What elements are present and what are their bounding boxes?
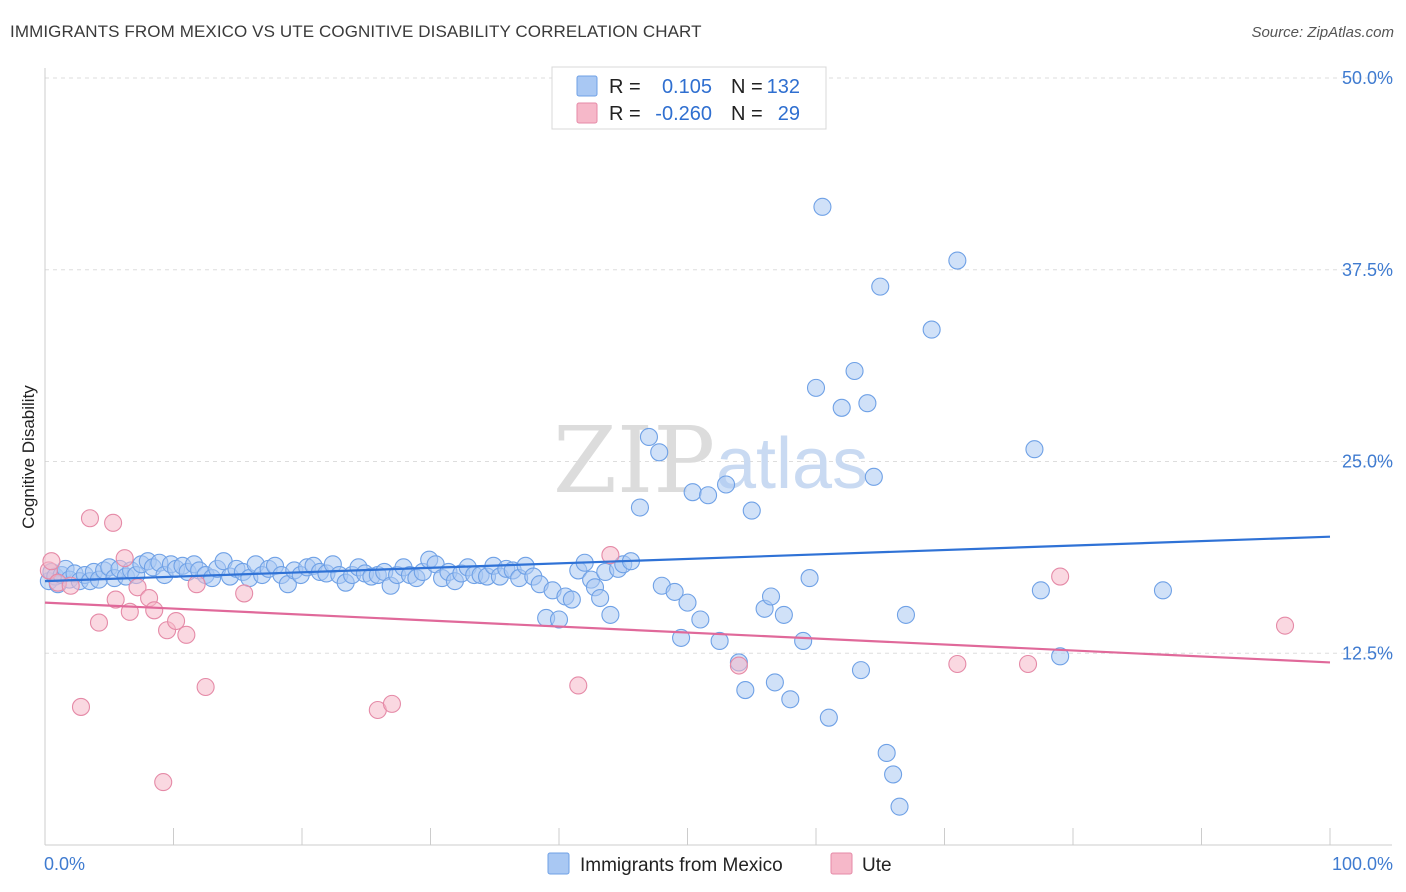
data-point	[1018, 654, 1038, 674]
y-tick-label: 50.0%	[1342, 68, 1393, 88]
data-point	[819, 708, 838, 727]
data-point	[1031, 581, 1050, 600]
data-point	[896, 605, 916, 624]
data-point	[601, 546, 620, 565]
data-point	[80, 509, 100, 528]
data-point	[549, 610, 569, 629]
data-point	[710, 631, 729, 651]
x-tick-label: 0.0%	[44, 854, 85, 874]
y-tick-label: 12.5%	[1342, 643, 1393, 663]
gridlines	[45, 77, 1392, 654]
data-point	[948, 251, 967, 270]
bottom-legend-label-ute: Ute	[862, 855, 892, 876]
legend-n-label: N =	[731, 76, 763, 98]
y-tick-label: 37.5%	[1342, 260, 1393, 280]
series-ute	[39, 509, 1295, 792]
data-point	[650, 443, 669, 462]
data-point	[1153, 581, 1172, 600]
data-point	[678, 593, 697, 612]
data-point	[89, 613, 109, 632]
legend-n-value: 29	[778, 103, 800, 125]
bottom-legend-label-mexico: Immigrants from Mexico	[580, 855, 783, 876]
trend-lines	[44, 535, 1331, 664]
axes	[44, 68, 1392, 846]
data-point	[716, 475, 736, 494]
legend-r-value: -0.260	[655, 103, 712, 125]
data-point	[665, 582, 684, 601]
source-credit: Source: ZipAtlas.com	[1251, 24, 1394, 41]
data-point	[601, 605, 620, 624]
data-point	[187, 575, 206, 594]
data-point	[806, 378, 826, 397]
data-point	[106, 590, 125, 609]
data-point	[851, 661, 871, 680]
data-point	[699, 486, 718, 505]
data-point	[71, 697, 91, 716]
data-point	[104, 513, 123, 532]
data-point	[1025, 440, 1044, 459]
data-point	[794, 631, 813, 651]
top-legend: R = 0.105 N = 132 R = -0.260 N = 29	[551, 66, 827, 130]
data-point	[729, 656, 748, 675]
data-point	[871, 277, 890, 296]
data-point	[813, 197, 832, 216]
bottom-legend: Immigrants from Mexico Ute	[547, 852, 892, 876]
tick-labels: 12.5% 25.0% 37.5% 50.0% 0.0% 100.0%	[44, 68, 1393, 874]
legend-n-value: 132	[767, 76, 800, 98]
data-point	[736, 681, 755, 700]
trend-line-mexico	[44, 535, 1331, 583]
data-point	[154, 773, 173, 792]
data-point	[145, 601, 164, 620]
data-point	[382, 694, 402, 713]
y-axis-label: Cognitive Disability	[19, 385, 38, 529]
legend-n-label: N =	[731, 103, 763, 125]
watermark-atlas: atlas	[716, 424, 868, 504]
trend-line-ute	[44, 601, 1331, 664]
data-point	[562, 590, 581, 609]
data-point	[672, 628, 691, 647]
bottom-legend-swatch-ute	[830, 852, 853, 875]
data-point	[765, 673, 784, 692]
data-point	[832, 398, 851, 417]
data-point	[761, 587, 781, 606]
data-point	[1051, 567, 1070, 586]
data-point	[196, 677, 215, 697]
data-point	[691, 610, 710, 629]
legend-r-value: 0.105	[662, 76, 712, 98]
data-point	[235, 584, 254, 603]
data-point	[1051, 647, 1070, 666]
bottom-legend-swatch-mexico	[547, 852, 570, 875]
data-point	[630, 498, 650, 517]
data-point	[639, 427, 659, 447]
data-point	[948, 654, 967, 674]
data-point	[591, 588, 610, 608]
chart-title: IMMIGRANTS FROM MEXICO VS UTE COGNITIVE …	[10, 22, 702, 41]
data-point	[800, 569, 819, 588]
x-tick-label: 100.0%	[1332, 854, 1393, 874]
data-point	[42, 552, 61, 571]
data-point	[569, 676, 588, 695]
legend-r-label: R =	[609, 103, 641, 125]
data-point	[781, 690, 800, 709]
data-point	[877, 743, 896, 763]
data-point	[890, 797, 909, 816]
data-point	[1275, 616, 1295, 635]
data-point	[167, 611, 186, 631]
y-tick-label: 25.0%	[1342, 452, 1393, 472]
legend-swatch-ute	[576, 102, 598, 124]
data-point	[774, 605, 793, 624]
legend-swatch-mexico	[576, 75, 598, 97]
data-point	[884, 765, 903, 784]
data-point	[858, 394, 877, 413]
data-point	[177, 625, 196, 644]
data-point	[864, 467, 883, 486]
data-point	[845, 361, 864, 381]
data-point	[115, 549, 134, 568]
data-point	[922, 320, 941, 339]
data-point	[683, 483, 702, 502]
legend-r-label: R =	[609, 76, 641, 98]
data-point	[742, 501, 761, 520]
